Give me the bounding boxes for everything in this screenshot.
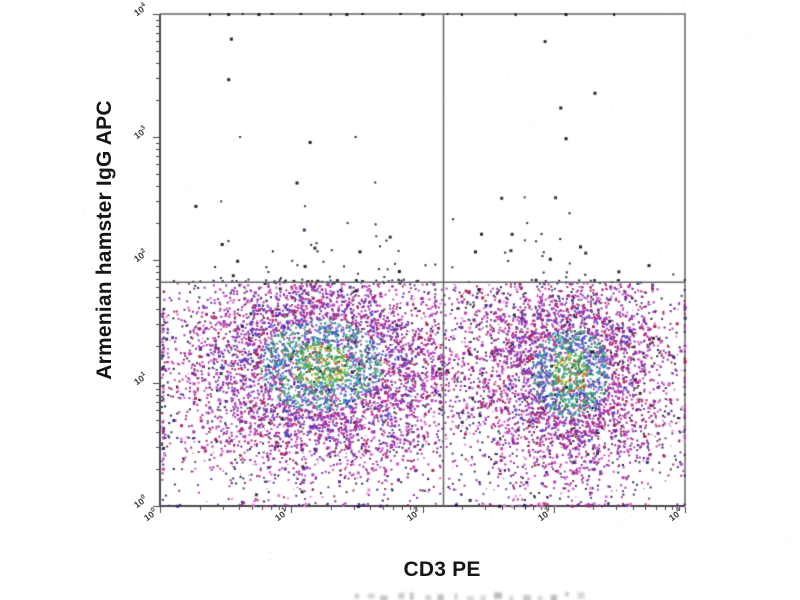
x-axis-label: CD3 PE xyxy=(403,558,481,581)
y-axis-label: Armenian hamster IgG APC xyxy=(93,100,116,380)
